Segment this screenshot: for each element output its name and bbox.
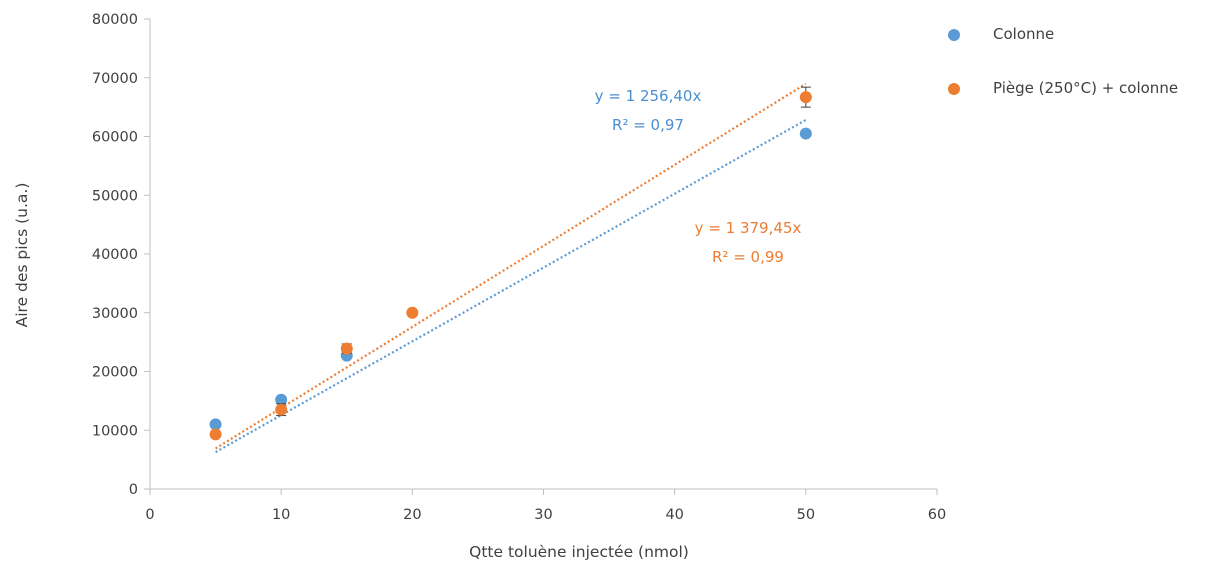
y-tick-label: 30000 bbox=[92, 306, 138, 322]
point-piege bbox=[340, 342, 353, 355]
y-axis-title: Aire des pics (u.a.) bbox=[13, 183, 31, 328]
piege-trend-equation: y = 1 379,45x bbox=[695, 219, 802, 237]
x-tick-label: 60 bbox=[928, 507, 946, 523]
plot-area bbox=[149, 19, 937, 490]
point-piege bbox=[275, 403, 288, 416]
x-tick-label: 30 bbox=[534, 507, 552, 523]
legend-marker-piege bbox=[948, 83, 960, 95]
x-tick-label: 40 bbox=[665, 507, 683, 523]
y-tick-label: 60000 bbox=[92, 130, 138, 146]
piege-trend-r2: R² = 0,99 bbox=[712, 248, 784, 266]
y-tick-label: 10000 bbox=[92, 423, 138, 439]
point-piege bbox=[209, 428, 222, 441]
x-tick-label: 20 bbox=[403, 507, 421, 523]
y-tick-label: 40000 bbox=[92, 247, 138, 263]
trendline-colonne bbox=[215, 118, 807, 454]
y-tick-label: 70000 bbox=[92, 71, 138, 87]
legend-item-colonne: Colonne bbox=[948, 25, 1054, 43]
x-tick-label: 0 bbox=[145, 507, 154, 523]
x-tick-label: 10 bbox=[272, 507, 290, 523]
legend-label-colonne: Colonne bbox=[993, 25, 1054, 43]
trendline-piege bbox=[215, 82, 807, 450]
x-axis-title: Qtte toluène injectée (nmol) bbox=[469, 543, 689, 561]
data-points bbox=[209, 86, 812, 441]
y-tick-label: 80000 bbox=[92, 12, 138, 28]
point-piege bbox=[406, 306, 419, 319]
point-colonne bbox=[275, 393, 288, 406]
y-axis-ticks: 0 10000 20000 30000 40000 50000 60000 70000 8000… bbox=[92, 12, 150, 498]
legend-marker-colonne bbox=[948, 29, 960, 41]
legend-item-piege: Piège (250°C) + colonne bbox=[948, 79, 1178, 97]
colonne-trend-r2: R² = 0,97 bbox=[612, 116, 684, 134]
point-piege bbox=[799, 91, 812, 104]
x-axis-ticks: 0 10 20 30 40 50 60 bbox=[145, 489, 946, 523]
point-colonne bbox=[209, 418, 222, 431]
x-tick-label: 50 bbox=[797, 507, 815, 523]
colonne-trend-equation: y = 1 256,40x bbox=[595, 87, 702, 105]
legend-label-piege: Piège (250°C) + colonne bbox=[993, 79, 1178, 97]
y-tick-label: 0 bbox=[129, 482, 138, 498]
point-colonne bbox=[799, 127, 812, 140]
trendlines bbox=[215, 82, 807, 454]
legend: Colonne Piège (250°C) + colonne bbox=[948, 25, 1178, 97]
y-tick-label: 50000 bbox=[92, 188, 138, 204]
y-tick-label: 20000 bbox=[92, 365, 138, 381]
